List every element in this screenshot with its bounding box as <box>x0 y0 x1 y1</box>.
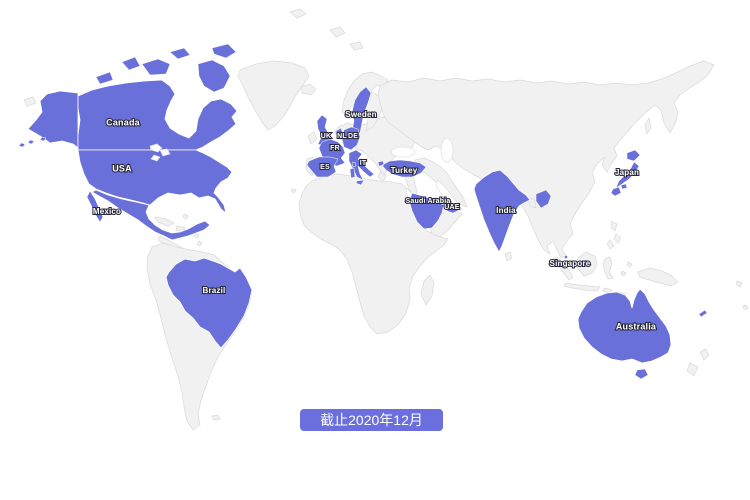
country-india-northeast[interactable] <box>535 189 552 209</box>
landmass-layer <box>23 8 749 431</box>
landmass-borneo <box>575 251 598 277</box>
country-australia[interactable] <box>577 288 672 364</box>
country-label-de: DE <box>348 133 358 140</box>
landmass-bahamas <box>182 213 189 220</box>
country-label-india: India <box>496 206 516 215</box>
landmass-philippines-2 <box>613 233 622 244</box>
landmass-philippines-3 <box>606 239 615 250</box>
country-label-singapore: Singapore <box>550 259 591 268</box>
landmass-arctic-island-3 <box>349 41 364 51</box>
country-italy-islands[interactable] <box>349 161 365 186</box>
country-usa[interactable] <box>77 149 233 214</box>
landmass-maluku-2 <box>620 270 627 277</box>
landmass-arctic-island-2 <box>329 26 346 38</box>
landmass-wrangel-island <box>23 96 37 107</box>
country-label-uk: UK <box>321 133 332 140</box>
landmass-greenland <box>237 60 310 131</box>
landmass-antilles-2 <box>196 240 203 247</box>
landmass-iran-iraq <box>414 157 468 208</box>
country-turkey[interactable] <box>377 159 427 178</box>
country-label-sweden: Sweden <box>345 110 376 119</box>
country-japan[interactable] <box>610 149 641 197</box>
country-label-turkey: Turkey <box>391 166 418 175</box>
landmass-vanuatu <box>735 280 743 288</box>
landmass-sumatra <box>552 256 574 281</box>
landmass-sulawesi <box>602 256 614 280</box>
country-uae[interactable] <box>446 206 460 214</box>
country-spain[interactable] <box>306 156 339 178</box>
country-label-saudi-arabia: Saudi Arabia <box>406 198 451 205</box>
country-saudi-arabia[interactable] <box>408 192 445 230</box>
country-mexico-baja[interactable] <box>86 190 104 223</box>
country-india[interactable] <box>473 169 531 253</box>
highlighted-countries <box>18 43 708 380</box>
country-singapore[interactable] <box>564 255 568 259</box>
country-label-nl: NL <box>337 133 347 140</box>
landmass-cuba <box>154 216 175 227</box>
country-canada[interactable] <box>77 79 238 151</box>
landmass-falklands <box>211 414 221 421</box>
country-new-caledonia[interactable] <box>698 309 708 318</box>
country-australia-tasmania[interactable] <box>634 368 649 380</box>
black-sea <box>390 146 416 158</box>
caspian-sea <box>440 137 454 163</box>
landmass-fiji <box>742 304 749 311</box>
country-mexico[interactable] <box>91 189 211 241</box>
landmass-bangladesh <box>527 197 537 209</box>
landmass-madagascar <box>420 274 435 306</box>
country-italy[interactable] <box>348 149 375 181</box>
country-germany[interactable] <box>341 126 361 151</box>
landmass-africa <box>298 173 449 335</box>
landmass-canary <box>290 188 297 194</box>
landmass-new-guinea <box>637 267 679 287</box>
landmass-sri-lanka <box>504 251 513 262</box>
country-usa-aleutians[interactable] <box>18 136 47 148</box>
country-canada-arctic-islands[interactable] <box>95 43 237 93</box>
country-label-it: IT <box>360 160 367 167</box>
date-badge: 截止2020年12月 <box>300 409 443 431</box>
landmass-sakhalin <box>644 117 652 135</box>
landmass-iceland <box>300 83 317 96</box>
landmass-russia-asia <box>377 60 715 259</box>
lake-layer <box>149 143 171 162</box>
country-label-mexico: Mexico <box>93 207 121 216</box>
label-layer: Canada USA Mexico Brazil Sweden UK NL DE… <box>92 109 658 332</box>
country-label-es: ES <box>320 164 330 171</box>
landmass-philippines-1 <box>610 220 618 232</box>
landmass-antilles-1 <box>193 232 200 239</box>
country-label-canada: Canada <box>106 117 141 127</box>
landmass-ireland <box>307 131 318 145</box>
landmass-maluku-1 <box>626 261 633 268</box>
landmass-new-zealand-north <box>699 348 710 361</box>
country-label-japan: Japan <box>615 168 639 177</box>
great-lake-huron <box>159 148 171 157</box>
great-lake-erie <box>150 154 161 162</box>
country-label-usa: USA <box>112 163 132 173</box>
landmass-new-zealand-south <box>686 362 699 377</box>
country-label-australia: Australia <box>616 321 657 331</box>
landmass-arctic-island-1 <box>289 8 307 19</box>
country-label-fr: FR <box>330 145 340 152</box>
country-brazil[interactable] <box>165 257 253 349</box>
country-label-brazil: Brazil <box>203 286 226 295</box>
country-label-uae: UAE <box>444 204 460 211</box>
landmass-java <box>563 282 601 292</box>
